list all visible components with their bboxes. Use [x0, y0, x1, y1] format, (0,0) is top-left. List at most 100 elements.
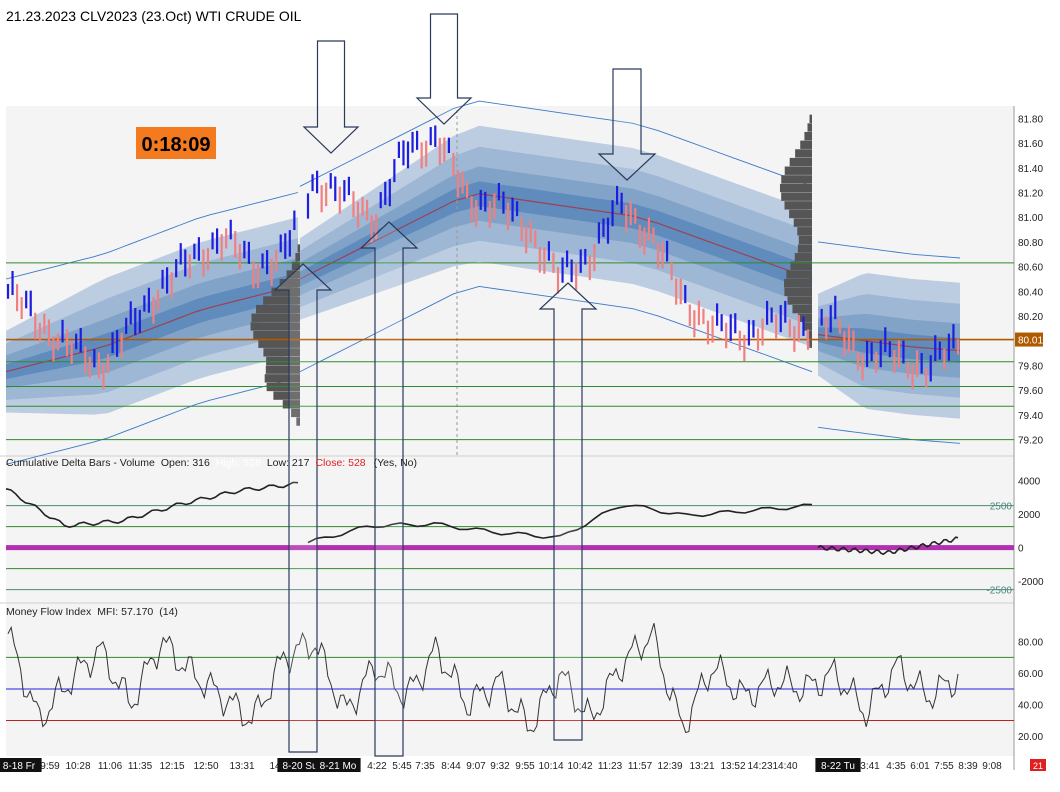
profile-bar	[795, 149, 812, 158]
mfi-tick-label: 20.00	[1018, 732, 1043, 743]
time-tick-label: 7:55	[934, 761, 954, 772]
cdb-level-label: -2500	[986, 586, 1012, 597]
time-tick-label: 13:31	[229, 761, 254, 772]
profile-bar	[286, 270, 300, 279]
profile-bar	[263, 348, 300, 357]
profile-bar	[282, 400, 300, 409]
profile-bar	[266, 356, 300, 366]
time-tick-label: 9:07	[466, 761, 486, 772]
price-tick-label: 81.20	[1018, 189, 1043, 200]
cdb-close: Close: 528	[315, 457, 365, 469]
profile-bar	[279, 279, 300, 288]
session-label-box	[277, 758, 323, 772]
profile-bar	[253, 330, 300, 340]
profile-bar	[297, 244, 300, 253]
time-tick-label: 4:35	[886, 761, 906, 772]
profile-bar	[291, 408, 300, 418]
session-label: 8-20 Su	[282, 761, 317, 772]
band-outer-line	[817, 426, 961, 444]
profile-bar	[804, 131, 812, 141]
band-outer-line	[5, 192, 299, 280]
profile-bar	[789, 209, 812, 219]
profile-bar	[258, 339, 300, 348]
session-label-box	[315, 758, 361, 772]
chart-title: 21.23.2023 CLV2023 (23.Oct) WTI CRUDE OI…	[6, 8, 302, 24]
down-arrow	[597, 68, 657, 181]
time-tick-label: 7:35	[415, 761, 435, 772]
mfi-tick-label: 60.00	[1018, 669, 1043, 680]
session-label-box	[0, 758, 42, 772]
time-tick-label: 12:50	[193, 761, 218, 772]
time-tick-label: 9:59	[40, 761, 60, 772]
cdb-tick-label: 2000	[1018, 510, 1041, 521]
profile-bar	[809, 339, 812, 348]
time-tick-label: 11:23	[598, 761, 623, 772]
current-price-marker	[1015, 332, 1043, 347]
mfi-tick-label: 80.00	[1018, 638, 1043, 649]
profile-bar	[792, 304, 812, 314]
mfi-name: Money Flow Index	[6, 606, 92, 618]
cumulative-delta-pane: 2500 -2500	[5, 481, 1014, 597]
profile-bar	[784, 201, 812, 210]
down-arrow	[302, 40, 360, 154]
time-tick-label: 13:21	[689, 761, 714, 772]
cdb-series-line	[817, 536, 959, 556]
profile-bar	[786, 270, 812, 279]
profile-bar	[793, 218, 812, 227]
profile-bar	[807, 123, 812, 132]
time-tick-label: 10:28	[65, 761, 90, 772]
profile-bar	[296, 417, 300, 426]
price-tick-label: 79.20	[1018, 436, 1043, 447]
vwap-band	[300, 166, 812, 307]
profile-bar	[784, 287, 812, 296]
profile-bar	[806, 330, 812, 340]
profile-bar	[271, 287, 300, 296]
profile-bar	[789, 157, 812, 167]
session-label: 8-18 Fr	[3, 761, 36, 772]
profile-bar	[798, 313, 812, 322]
session-label-box	[815, 758, 861, 772]
up-arrow	[359, 221, 419, 757]
time-tick-label: 14:40	[772, 761, 797, 772]
cdb-high: High: 528	[216, 457, 261, 469]
cdb-open: Open: 316	[161, 457, 210, 469]
cdb-legend: Cumulative Delta Bars - Volume Open: 316 H…	[6, 457, 417, 469]
up-arrow	[538, 282, 598, 741]
band-outer-line	[5, 377, 299, 465]
profile-bar	[263, 296, 300, 305]
cdb-flags: (Yes, No)	[374, 457, 417, 469]
price-tick-label: 79.80	[1018, 362, 1043, 373]
price-tick-label: 79.60	[1018, 386, 1043, 397]
profile-bar	[255, 304, 300, 314]
corner-badge-label: 21	[1033, 761, 1043, 771]
up-arrow	[273, 263, 333, 753]
profile-bar	[794, 253, 812, 262]
time-tick-label: 8:39	[958, 761, 978, 772]
time-tick-label: 4:22	[367, 761, 387, 772]
corner-badge	[1030, 759, 1046, 771]
down-arrow	[415, 13, 473, 125]
time-tick-label: 11:57	[628, 761, 653, 772]
time-tick-label: 6:01	[910, 761, 930, 772]
time-tick-label: 9:55	[515, 761, 535, 772]
profile-bar	[250, 322, 300, 331]
time-tick-label: 11:35	[128, 761, 153, 772]
vwap-line	[299, 193, 813, 280]
profile-bar	[809, 114, 812, 123]
time-tick-label: 12:15	[159, 761, 184, 772]
time-tick-label: 9:08	[982, 761, 1002, 772]
profile-bar	[781, 192, 812, 201]
profile-bar	[779, 183, 812, 193]
time-tick-label: 14:23	[747, 761, 772, 772]
price-tick-label: 79.40	[1018, 411, 1043, 422]
profile-bar	[273, 391, 300, 400]
price-tick-label: 80.60	[1018, 263, 1043, 274]
time-tick-label: 8:44	[441, 761, 461, 772]
profile-bar	[784, 279, 812, 288]
time-tick-label: 13:52	[720, 761, 745, 772]
profile-bar	[797, 227, 812, 236]
mfi-tick-label: 40.00	[1018, 701, 1043, 712]
profile-bar	[784, 166, 812, 175]
annotation-arrows	[273, 13, 657, 757]
